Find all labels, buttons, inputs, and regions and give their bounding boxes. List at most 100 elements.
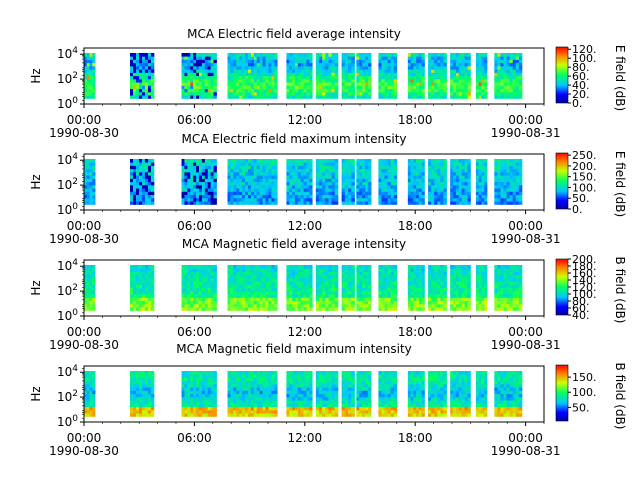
heatmap-cell xyxy=(512,69,517,73)
heatmap-cell xyxy=(475,165,480,170)
heatmap-cell xyxy=(497,75,501,80)
heatmap-cell xyxy=(199,396,203,401)
heatmap-cell xyxy=(362,56,366,60)
heatmap-cell xyxy=(294,284,299,289)
heatmap-cell xyxy=(132,171,137,176)
heatmap-cell xyxy=(256,82,261,86)
heatmap-cell xyxy=(494,175,498,179)
heatmap-cell xyxy=(331,201,336,205)
heatmap-cell xyxy=(518,274,523,279)
heatmap-cell xyxy=(437,188,441,192)
heatmap-cell xyxy=(227,175,231,179)
heatmap-cell xyxy=(239,62,243,67)
heatmap-cell xyxy=(381,201,385,205)
heatmap-cell xyxy=(458,52,463,57)
heatmap-cell xyxy=(256,75,261,80)
heatmap-cell xyxy=(410,300,414,305)
heatmap-cell xyxy=(213,65,217,70)
heatmap-cell xyxy=(351,191,355,196)
heatmap-cell xyxy=(518,171,523,176)
heatmap-cell xyxy=(359,264,363,269)
heatmap-cell xyxy=(503,175,507,179)
heatmap-cell xyxy=(344,271,349,276)
heatmap-cell xyxy=(233,191,237,196)
heatmap-cell xyxy=(132,69,137,73)
heatmap-cell xyxy=(213,374,217,378)
heatmap-cell xyxy=(331,171,336,176)
heatmap-cell xyxy=(193,264,197,269)
heatmap-cell xyxy=(230,171,234,176)
heatmap-cell xyxy=(144,413,149,417)
heatmap-cell xyxy=(309,69,313,73)
heatmap-cell xyxy=(455,56,460,60)
heatmap-cell xyxy=(331,294,336,298)
heatmap-cell xyxy=(356,59,360,64)
heatmap-cell xyxy=(455,284,460,289)
heatmap-cell xyxy=(303,88,307,93)
heatmap-cell xyxy=(86,75,90,80)
heatmap-cell xyxy=(250,56,255,60)
heatmap-cell xyxy=(515,201,520,205)
heatmap-cell xyxy=(356,268,360,272)
heatmap-cell xyxy=(421,297,425,302)
heatmap-cell xyxy=(199,72,203,77)
heatmap-cell xyxy=(300,158,304,163)
heatmap-cell xyxy=(453,268,457,272)
heatmap-cell xyxy=(135,290,140,295)
heatmap-cell xyxy=(334,59,339,64)
heatmap-cell xyxy=(328,75,333,80)
colorbar-tick-label: 60. xyxy=(572,70,590,83)
heatmap-cell xyxy=(500,52,504,57)
heatmap-cell xyxy=(368,191,372,196)
heatmap-cell xyxy=(141,95,146,99)
heatmap-cell xyxy=(512,294,517,298)
heatmap-cell xyxy=(253,82,258,86)
heatmap-cell xyxy=(384,268,388,272)
heatmap-cell xyxy=(92,290,96,295)
heatmap-cell xyxy=(271,171,275,176)
heatmap-cell xyxy=(253,197,258,202)
heatmap-cell xyxy=(458,290,463,295)
heatmap-cell xyxy=(199,297,203,302)
heatmap-cell xyxy=(500,277,504,282)
heatmap-cell xyxy=(515,294,520,298)
heatmap-cell xyxy=(274,194,278,199)
heatmap-cell xyxy=(464,72,468,77)
heatmap-cell xyxy=(322,194,326,199)
heatmap-cell xyxy=(132,374,137,378)
heatmap-cell xyxy=(368,168,372,173)
heatmap-cell xyxy=(286,191,290,196)
heatmap-cell xyxy=(351,281,355,285)
heatmap-cell xyxy=(500,91,504,96)
heatmap-cell xyxy=(434,85,438,90)
heatmap-cell xyxy=(390,82,395,86)
heatmap-cell xyxy=(387,175,392,179)
heatmap-cell xyxy=(387,72,392,77)
heatmap-cell xyxy=(365,294,369,298)
heatmap-cell xyxy=(89,274,93,279)
heatmap-cell xyxy=(227,95,231,99)
heatmap-cell xyxy=(141,396,146,401)
heatmap-cell xyxy=(428,268,432,272)
heatmap-cell xyxy=(509,78,514,83)
heatmap-cell xyxy=(144,181,149,186)
heatmap-cell xyxy=(292,52,296,57)
heatmap-cell xyxy=(378,188,382,192)
heatmap-cell xyxy=(344,69,349,73)
heatmap-cell xyxy=(187,178,191,183)
heatmap-cell xyxy=(259,194,263,199)
heatmap-cell xyxy=(86,175,90,179)
heatmap-cell xyxy=(334,171,339,176)
heatmap-cell xyxy=(467,65,471,70)
heatmap-cell xyxy=(201,69,206,73)
heatmap-cell xyxy=(259,284,263,289)
heatmap-cell xyxy=(236,62,240,67)
y-tick-label: 102 xyxy=(57,71,78,86)
heatmap-cell xyxy=(410,277,414,282)
y-tick-label: 102 xyxy=(57,177,78,192)
heatmap-cell xyxy=(416,277,420,282)
heatmap-cell xyxy=(213,294,217,298)
heatmap-cell xyxy=(393,287,398,292)
heatmap-cell xyxy=(147,88,152,93)
heatmap-cell xyxy=(362,59,366,64)
